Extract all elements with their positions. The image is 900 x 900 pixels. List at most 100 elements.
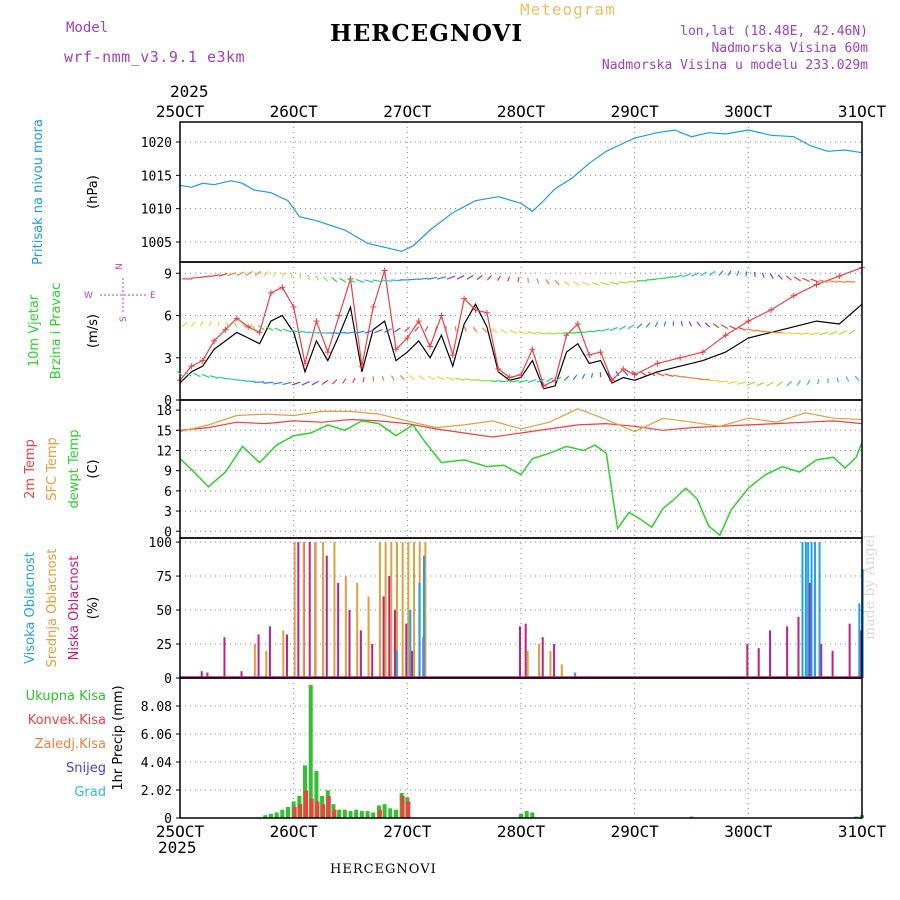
wind-direction-arrow bbox=[282, 381, 292, 386]
precipitation-bar bbox=[308, 684, 313, 818]
precipitation-bar bbox=[268, 813, 273, 818]
clouds-bar bbox=[413, 542, 416, 678]
clouds-bar bbox=[388, 576, 391, 678]
precipitation-bar bbox=[304, 790, 309, 818]
clouds-ytick-label: 75 bbox=[156, 570, 172, 585]
wind-direction-arrow bbox=[818, 279, 829, 283]
temperature-ytick-label: 12 bbox=[156, 444, 172, 459]
wind-direction-arrow bbox=[236, 271, 245, 276]
wind-direction-arrow bbox=[785, 275, 792, 281]
clouds-bar bbox=[265, 650, 268, 678]
wind-gust-marker bbox=[404, 335, 411, 342]
clouds-bar bbox=[395, 650, 398, 678]
wind-direction-arrow bbox=[854, 375, 860, 382]
wind-direction-arrow bbox=[308, 331, 319, 334]
wind-direction-arrow bbox=[409, 374, 415, 381]
wind-direction-arrow bbox=[291, 329, 301, 334]
wind-gust-marker bbox=[381, 267, 388, 274]
clouds-ytick-label: 0 bbox=[164, 672, 172, 687]
wind-gust-marker bbox=[495, 366, 502, 373]
wind-gust-marker bbox=[677, 354, 684, 361]
wind-direction-arrow bbox=[590, 372, 594, 379]
model-elevation: Nadmorska Visina u modelu 233.029m bbox=[601, 58, 868, 73]
model-name: wrf-nmm_v3.9.1 e3km bbox=[64, 48, 246, 66]
wind-direction-arrow bbox=[427, 276, 438, 280]
wind-direction-arrow bbox=[796, 380, 802, 386]
wind-gust-marker bbox=[483, 309, 490, 316]
wind-compass-legend: N W E S bbox=[84, 263, 156, 322]
wind-gust-marker bbox=[233, 315, 240, 322]
wind-direction-arrow bbox=[639, 370, 647, 376]
temperature-panel: 0 3 6 9 12 15 18 2m Temp SFC Temp dewpt Temp (C) bbox=[23, 399, 863, 540]
wind-direction-arrow bbox=[354, 330, 365, 334]
clouds-bar bbox=[401, 542, 404, 678]
clouds-bar bbox=[553, 644, 556, 678]
wind-gust-marker bbox=[370, 304, 377, 311]
wind-direction-arrow bbox=[437, 276, 447, 280]
wind-direction-arrow bbox=[573, 331, 584, 334]
page-title: HERCEGNOVI bbox=[330, 20, 524, 47]
wind-direction-arrow bbox=[345, 331, 356, 334]
wind-axis-title: 10m Vjetar bbox=[27, 294, 42, 367]
wind-direction-arrow bbox=[763, 330, 774, 333]
precipitation-bar bbox=[393, 809, 398, 818]
wind-direction-arrow bbox=[241, 322, 247, 329]
wind-direction-arrow bbox=[218, 376, 228, 380]
wind-direction-arrow bbox=[673, 274, 683, 279]
wind-gust-marker bbox=[699, 349, 706, 356]
wind-direction-arrow bbox=[618, 325, 627, 331]
wind-direction-arrow bbox=[836, 280, 847, 283]
clouds-bar bbox=[405, 623, 408, 678]
wind-direction-arrow bbox=[500, 380, 511, 383]
wind-gust-marker bbox=[461, 295, 468, 302]
precipitation-bar bbox=[342, 809, 347, 818]
wind-direction-arrow bbox=[691, 272, 700, 277]
precipitation-bar bbox=[280, 809, 285, 818]
wind-direction-arrow bbox=[663, 321, 667, 327]
wind-gust-marker bbox=[188, 363, 195, 370]
wind-direction-arrow bbox=[615, 370, 620, 377]
clouds-bar bbox=[384, 542, 387, 678]
precipitation-bar bbox=[292, 806, 297, 818]
wind-direction-arrow bbox=[463, 326, 467, 332]
wind-direction-arrow bbox=[627, 280, 638, 283]
wind-direction-arrow bbox=[627, 324, 635, 330]
wind-direction-arrow bbox=[258, 325, 265, 331]
wind-direction-arrow bbox=[272, 381, 283, 385]
wind-gust-marker bbox=[222, 326, 229, 333]
bottom-date-label: 26OCT bbox=[270, 822, 319, 841]
precipitation-bar bbox=[348, 811, 353, 818]
wind-direction-arrow bbox=[352, 377, 356, 384]
wind-direction-arrow bbox=[688, 321, 693, 327]
wind-gust-marker bbox=[586, 351, 593, 358]
wind-direction-arrow bbox=[390, 279, 401, 282]
wind-direction-arrow bbox=[776, 381, 783, 387]
wind-gust-marker bbox=[256, 329, 263, 336]
wind-direction-arrow bbox=[591, 281, 600, 286]
wind-direction-arrow bbox=[181, 321, 188, 328]
wind-direction-arrow bbox=[209, 375, 219, 379]
wind-direction-arrow bbox=[500, 328, 508, 334]
wind-direction-arrow bbox=[623, 370, 629, 376]
wind-direction-arrow bbox=[582, 281, 590, 287]
temperature-ytick-label: 15 bbox=[156, 424, 172, 439]
wind-gust-marker bbox=[427, 343, 434, 350]
wind-direction-arrow bbox=[364, 279, 374, 283]
wind-ytick-label: 3 bbox=[164, 352, 172, 367]
compass-south: S bbox=[119, 316, 129, 322]
wind-direction-arrow bbox=[673, 374, 683, 378]
precipitation-bar bbox=[314, 770, 319, 818]
top-date-label: 27OCT bbox=[383, 102, 432, 121]
wind-direction-arrow bbox=[200, 275, 211, 278]
pressure-series-mslp bbox=[179, 129, 863, 252]
wind-direction-arrow bbox=[609, 326, 618, 332]
wind-direction-arrow bbox=[486, 275, 492, 281]
compass-cross bbox=[100, 278, 146, 314]
precip-legend-item: Snijeg bbox=[66, 761, 106, 776]
wind-gust-marker bbox=[358, 363, 365, 370]
wind-direction-arrow bbox=[208, 320, 212, 327]
clouds-bar bbox=[282, 630, 285, 678]
precipitation-ytick-label: 4.04 bbox=[141, 756, 172, 771]
precipitation-bar bbox=[530, 812, 535, 818]
wind-direction-arrow bbox=[199, 320, 204, 327]
